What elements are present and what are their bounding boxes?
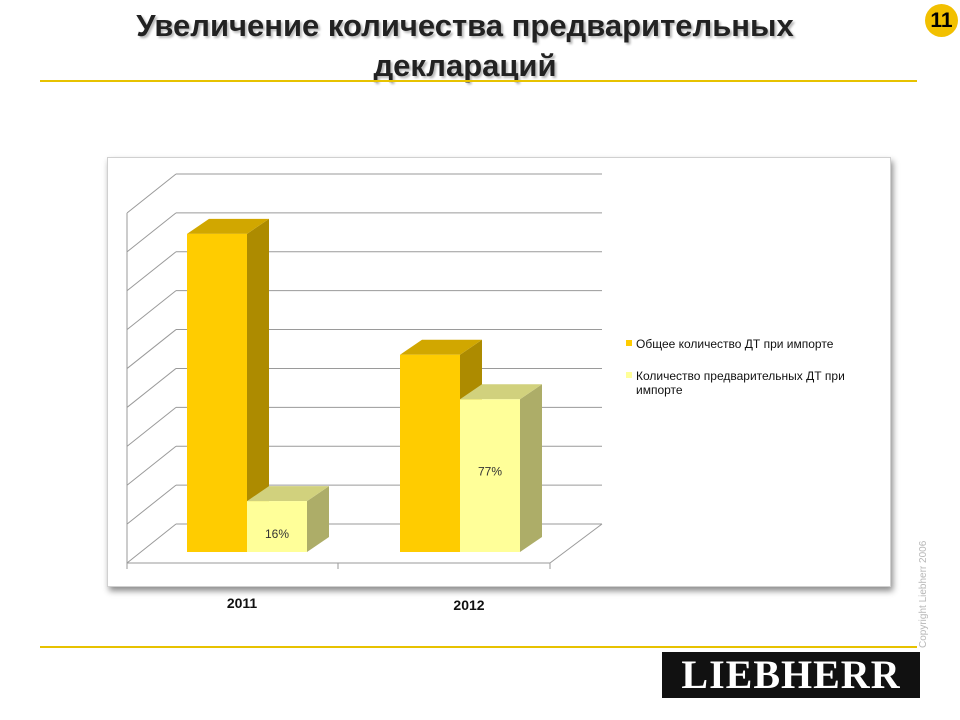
- page-number-badge: 11: [925, 4, 958, 37]
- side-gridline: [126, 251, 177, 292]
- legend-swatch-total: [626, 340, 632, 346]
- bar: [460, 399, 520, 552]
- legend-swatch-preliminary: [626, 372, 632, 378]
- chart-legend: Общее количество ДТ при импорте Количест…: [626, 337, 886, 415]
- bar: [400, 354, 460, 552]
- side-gridline: [126, 290, 177, 331]
- liebherr-logo: LIEBHERR: [662, 652, 920, 698]
- title-line-1: Увеличение количества предварительных: [136, 8, 794, 43]
- bar-side: [247, 218, 269, 552]
- side-gridline: [126, 406, 177, 447]
- x-tick-label: 2011: [227, 595, 258, 611]
- bar-side: [520, 384, 542, 552]
- data-label: 16%: [265, 527, 289, 541]
- legend-label-total: Общее количество ДТ при импорте: [636, 337, 834, 351]
- legend-label-preliminary: Количество предварительных ДТ при импорт…: [636, 369, 845, 397]
- side-gridline: [126, 212, 177, 253]
- side-gridline: [126, 445, 177, 486]
- slide-title: Увеличение количества предварительных де…: [40, 6, 890, 86]
- legend-item-total: Общее количество ДТ при импорте: [626, 337, 886, 351]
- side-gridline: [126, 484, 177, 525]
- legend-item-preliminary: Количество предварительных ДТ при импорт…: [626, 369, 886, 397]
- bar-top: [400, 339, 482, 355]
- copyright-text: Copyright Liebherr 2006: [918, 540, 929, 648]
- bar-top: [247, 486, 329, 502]
- bar-top: [460, 384, 542, 400]
- floor-edge-line: [549, 523, 603, 564]
- side-gridline: [126, 329, 177, 369]
- title-line-2: деклараций: [373, 48, 557, 83]
- bar: [187, 233, 247, 552]
- bar: [247, 501, 307, 552]
- bar-top: [187, 218, 269, 234]
- bottom-divider: [40, 646, 917, 648]
- x-tick-label: 2012: [453, 597, 484, 613]
- side-gridline: [126, 368, 177, 408]
- bar-side: [307, 486, 329, 552]
- side-gridline: [126, 523, 177, 564]
- data-label: 77%: [478, 464, 502, 478]
- top-divider: [40, 80, 917, 82]
- side-gridline: [126, 173, 177, 214]
